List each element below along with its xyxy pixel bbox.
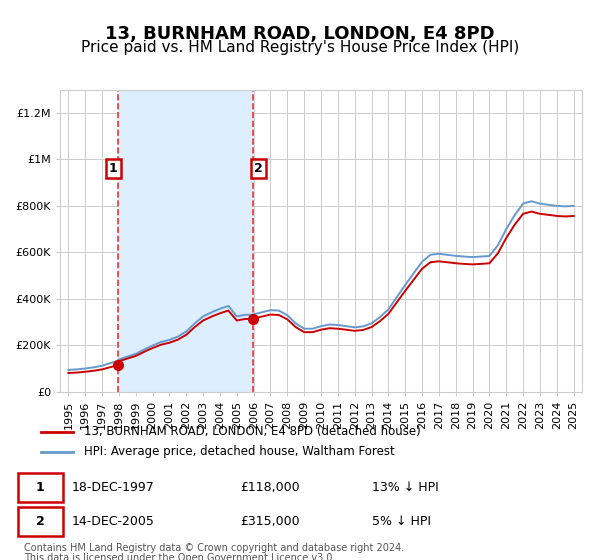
Text: £315,000: £315,000 [240,515,299,528]
Text: 13, BURNHAM ROAD, LONDON, E4 8PD: 13, BURNHAM ROAD, LONDON, E4 8PD [105,25,495,43]
Bar [118,90,253,392]
Text: 2: 2 [36,515,44,528]
Text: 14-DEC-2005: 14-DEC-2005 [72,515,155,528]
Text: £118,000: £118,000 [240,481,299,494]
Text: 18-DEC-1997: 18-DEC-1997 [72,481,155,494]
Text: 2: 2 [254,162,262,175]
Text: HPI: Average price, detached house, Waltham Forest: HPI: Average price, detached house, Walt… [84,445,395,458]
Text: Contains HM Land Registry data © Crown copyright and database right 2024.: Contains HM Land Registry data © Crown c… [24,543,404,553]
Text: 13% ↓ HPI: 13% ↓ HPI [372,481,439,494]
Text: Price paid vs. HM Land Registry's House Price Index (HPI): Price paid vs. HM Land Registry's House … [81,40,519,55]
FancyBboxPatch shape [18,507,63,536]
Text: 1: 1 [109,162,118,175]
FancyBboxPatch shape [18,473,63,502]
Text: 1: 1 [36,481,44,494]
Text: 13, BURNHAM ROAD, LONDON, E4 8PD (detached house): 13, BURNHAM ROAD, LONDON, E4 8PD (detach… [84,425,421,438]
Text: This data is licensed under the Open Government Licence v3.0.: This data is licensed under the Open Gov… [24,553,335,560]
Text: 5% ↓ HPI: 5% ↓ HPI [372,515,431,528]
